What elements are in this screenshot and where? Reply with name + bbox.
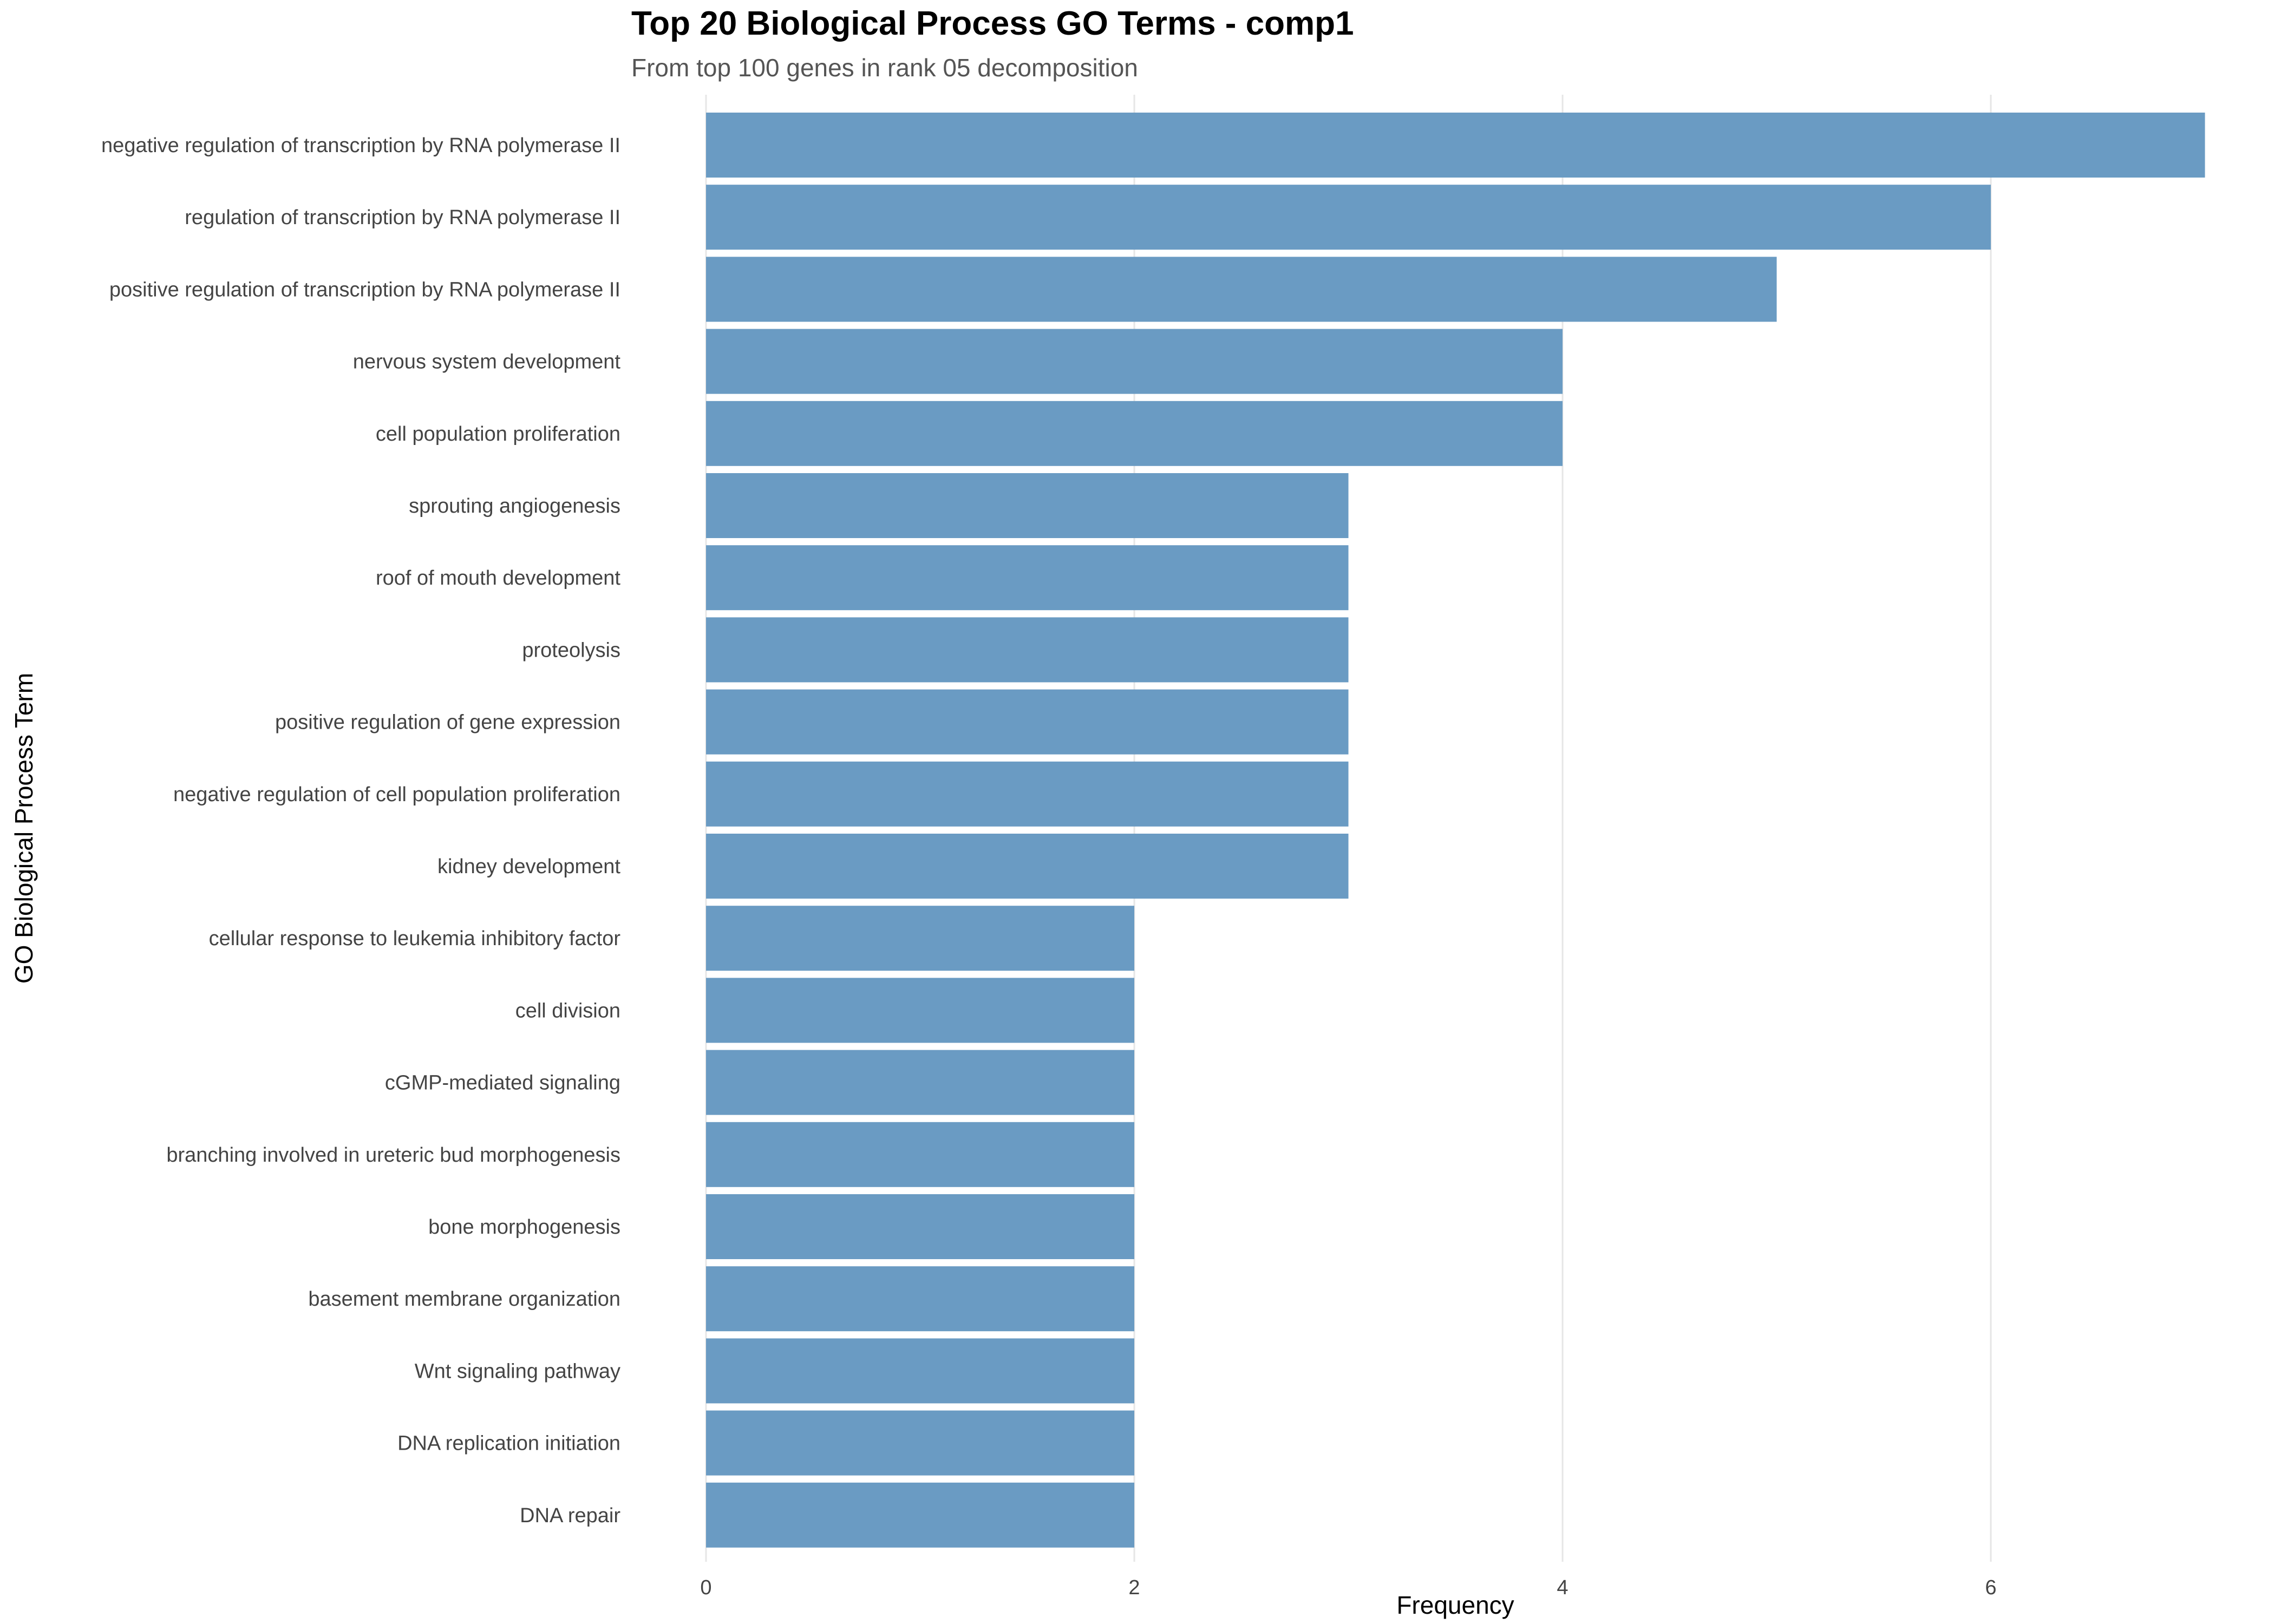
y-tick-label: cellular response to leukemia inhibitory… [209,927,621,950]
chart-title: Top 20 Biological Process GO Terms - com… [631,5,1354,42]
bar [706,1266,1134,1332]
y-tick-label: positive regulation of transcription by … [109,278,620,301]
y-tick-label: regulation of transcription by RNA polym… [185,206,620,229]
chart-subtitle: From top 100 genes in rank 05 decomposit… [631,54,1138,82]
y-tick-label: positive regulation of gene expression [275,711,620,734]
x-tick-label: 2 [1128,1576,1140,1599]
bar [706,1410,1134,1476]
bar [706,1194,1134,1259]
bar [706,689,1349,755]
bar [706,906,1134,971]
bar [706,257,1777,322]
y-tick-label: proteolysis [522,639,620,662]
y-tick-label: sprouting angiogenesis [409,495,620,518]
x-tick-label: 4 [1557,1576,1568,1599]
y-tick-label: cell division [515,999,620,1022]
y-tick-label: roof of mouth development [376,567,620,590]
y-tick-label: cGMP-mediated signaling [385,1072,620,1095]
bar [706,329,1563,394]
bar [706,761,1349,827]
bar [706,401,1563,466]
y-tick-label: DNA replication initiation [397,1432,620,1455]
y-tick-label: Wnt signaling pathway [415,1360,620,1383]
bar [706,1050,1134,1115]
bar [706,1122,1134,1187]
bar [706,113,2205,178]
bar [706,1482,1134,1548]
bar [706,185,1991,250]
y-tick-label: nervous system development [353,351,621,374]
x-axis-label: Frequency [1396,1591,1514,1619]
bar [706,617,1349,683]
bar [706,473,1349,538]
x-tick-label: 0 [700,1576,711,1599]
y-tick-label: branching involved in ureteric bud morph… [166,1144,620,1167]
y-tick-label: cell population proliferation [376,423,620,446]
bar [706,978,1134,1043]
bar [706,834,1349,899]
bar [706,1338,1134,1404]
bar [706,545,1349,611]
x-tick-label: 6 [1985,1576,1996,1599]
y-tick-label: negative regulation of transcription by … [101,134,620,157]
y-tick-label: bone morphogenesis [428,1216,620,1239]
y-tick-label: kidney development [437,855,620,878]
y-tick-label: basement membrane organization [308,1288,620,1311]
y-tick-label: DNA repair [520,1504,620,1527]
y-tick-label: negative regulation of cell population p… [173,783,620,806]
